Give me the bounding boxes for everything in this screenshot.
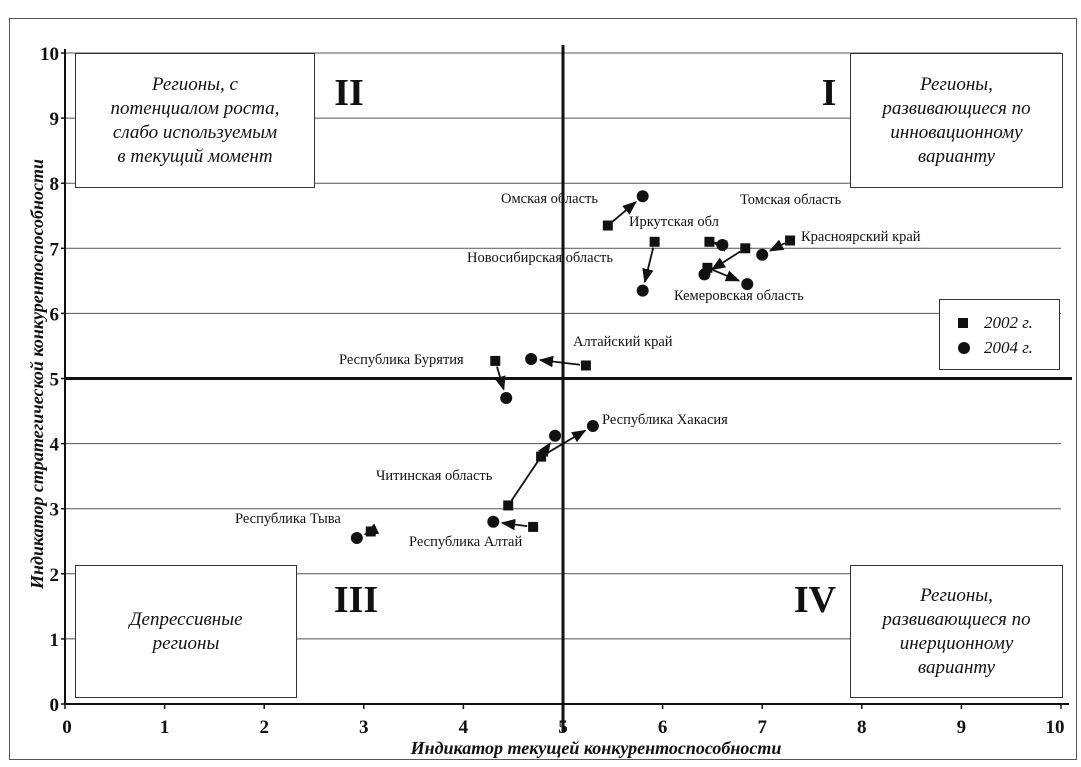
y-tick-label: 2 (50, 565, 60, 586)
trajectory-arrow (712, 269, 741, 282)
trajectory-arrow (494, 366, 506, 391)
tick-layer: 0 1 2 3 4 5 6 7 8 9 10 0 1 2 3 4 5 6 7 8 9 10 (40, 44, 1065, 738)
quadrant-I-box: Регионы, развивающиеся по инновационному… (850, 53, 1063, 188)
point-2004 (350, 531, 363, 544)
point-layer (350, 190, 796, 544)
y-tick-label: 1 (50, 630, 60, 651)
point-2002 (490, 355, 501, 366)
region-label: Кемеровская область (674, 288, 804, 304)
y-tick-label: 9 (50, 109, 60, 130)
trajectory-arrow (710, 250, 741, 271)
region-label: Республика Хакасия (602, 412, 728, 428)
point-2002 (649, 236, 660, 247)
chart-frame (9, 18, 1077, 760)
point-2004 (716, 239, 729, 252)
x-tick-label: 10 (1046, 717, 1065, 738)
x-tick-label: 7 (757, 717, 767, 738)
point-2004 (549, 429, 562, 442)
point-2002 (702, 262, 713, 273)
trajectory-arrow (642, 247, 655, 284)
region-label: Республика Алтай (409, 534, 522, 550)
point-2002 (785, 235, 796, 246)
legend-label-2002: 2002 г. (984, 313, 1033, 332)
point-2002 (704, 236, 715, 247)
region-label: Красноярский край (801, 229, 921, 245)
region-label: Иркутская обл (629, 214, 719, 230)
legend-item-2004: 2004 г. (958, 337, 1033, 359)
square-marker-icon (958, 318, 968, 328)
x-tick-label: 1 (160, 717, 170, 738)
point-2004 (636, 190, 649, 203)
x-axis-title: Индикатор текущей конкурентоспособности (410, 738, 782, 758)
y-tick-label: 3 (50, 500, 60, 521)
region-label: Томская область (740, 192, 842, 208)
y-tick-label: 6 (50, 304, 60, 325)
legend-label-2004: 2004 г. (984, 338, 1033, 357)
quadrant-numeral-III: III (334, 579, 378, 621)
x-tick-label: 5 (558, 717, 568, 738)
region-label: Омская область (501, 191, 598, 207)
quadrant-III-text: Депрессивные регионы (129, 608, 243, 654)
x-tick-label: 9 (957, 717, 967, 738)
region-label: Читинская область (376, 468, 493, 484)
x-tick-label: 6 (658, 717, 668, 738)
region-label: Новосибирская область (467, 250, 613, 266)
legend: 2002 г. 2004 г. (939, 299, 1060, 370)
quadrant-II-text: Регионы, с потенциалом роста, слабо испо… (110, 73, 280, 167)
x-tick-label: 0 (62, 717, 72, 738)
quadrant-I-text: Регионы, развивающиеся по инновационному… (882, 73, 1031, 167)
x-tick-label: 2 (259, 717, 269, 738)
point-2004 (525, 352, 538, 365)
point-2002 (602, 220, 613, 231)
region-label: Республика Тыва (235, 511, 341, 527)
point-2002 (365, 526, 376, 537)
point-2002 (503, 500, 514, 511)
y-tick-label: 7 (50, 239, 60, 260)
legend-item-2002: 2002 г. (958, 312, 1033, 334)
x-tick-label: 4 (459, 717, 469, 738)
x-tick-label: 3 (359, 717, 369, 738)
quadrant-numeral-I: I (822, 72, 837, 114)
point-2002 (740, 243, 751, 254)
y-tick-label: 8 (50, 174, 60, 195)
quadrant-IV-box: Регионы, развивающиеся по инерционному в… (850, 565, 1063, 698)
y-tick-label: 5 (50, 370, 60, 391)
region-label: Республика Бурятия (339, 352, 464, 368)
trajectory-arrow (500, 518, 528, 531)
quadrant-numeral-II: II (334, 72, 364, 114)
trajectory-arrow (545, 429, 587, 455)
y-tick-label: 4 (50, 435, 60, 456)
trajectory-arrow (611, 201, 637, 223)
y-axis-title: Индикатор стратегической конкурентоспосо… (27, 159, 47, 590)
region-label: Алтайский край (573, 334, 673, 350)
point-2004 (636, 284, 649, 297)
circle-marker-icon (958, 342, 970, 354)
label-layer: Омская область Иркутская обл Новосибирская… (235, 191, 921, 550)
trajectory-arrow (768, 239, 786, 252)
point-2004 (586, 420, 599, 433)
trajectory-arrow (538, 355, 581, 368)
quadrant-II-box: Регионы, с потенциалом роста, слабо испо… (75, 53, 315, 188)
point-2004 (756, 248, 769, 261)
point-2002 (536, 451, 547, 462)
x-tick-label: 8 (857, 717, 867, 738)
point-2004 (500, 392, 513, 405)
point-2002 (528, 521, 539, 532)
quadrant-IV-text: Регионы, развивающиеся по инерционному в… (882, 584, 1031, 678)
quadrant-numeral-IV: IV (794, 579, 837, 621)
y-tick-label: 10 (40, 44, 59, 65)
point-2004 (741, 278, 754, 291)
quadrant-III-box: Депрессивные регионы (75, 565, 297, 698)
point-2002 (580, 360, 591, 371)
point-2004 (487, 515, 500, 528)
y-tick-label: 0 (50, 695, 60, 716)
